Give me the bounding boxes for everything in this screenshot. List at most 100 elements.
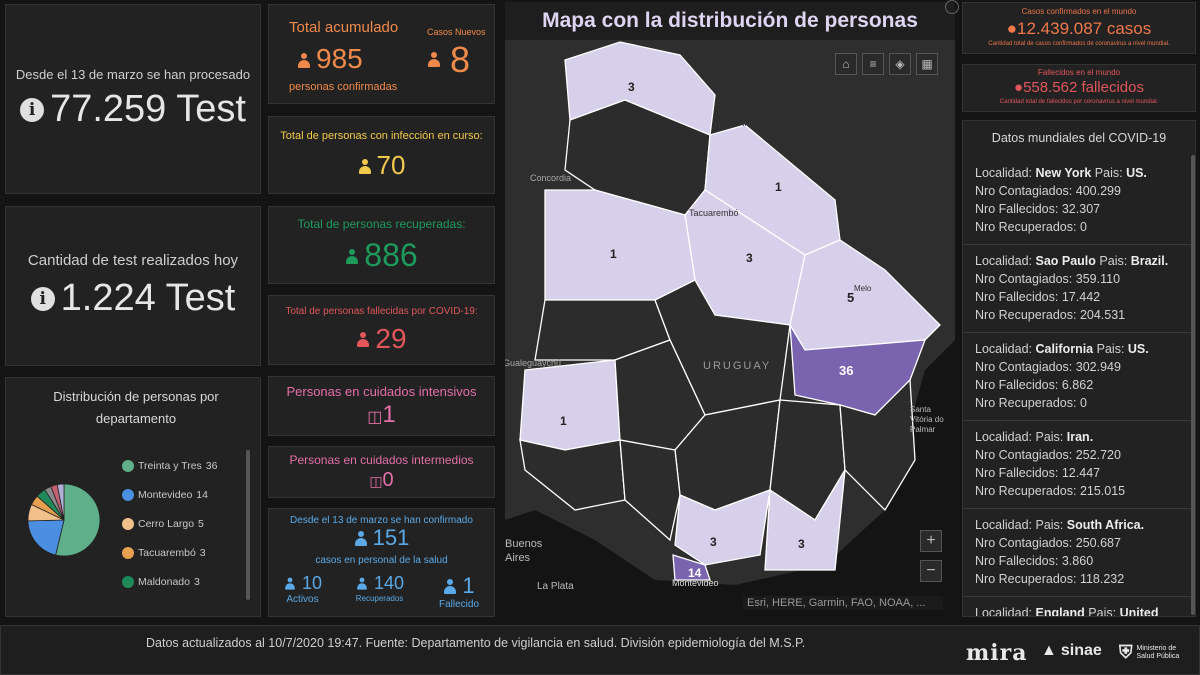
world-list[interactable]: Localidad: New York Pais: US. Nro Contagi… bbox=[963, 157, 1195, 617]
world-list-scrollbar[interactable] bbox=[1191, 155, 1195, 615]
fallecidos-label: Nro Fallecidos: bbox=[975, 378, 1059, 392]
person-icon bbox=[345, 249, 359, 265]
intermedios-panel: Personas en cuidados intermedios ◫0 bbox=[268, 446, 495, 498]
en-curso-value: 70 bbox=[358, 150, 405, 181]
world-row[interactable]: Localidad: Pais: South Africa. Nro Contag… bbox=[963, 509, 1195, 597]
fallecidos-label: Nro Fallecidos: bbox=[975, 554, 1059, 568]
home-icon[interactable]: ⌂ bbox=[835, 53, 857, 75]
legend-item[interactable]: Montevideo 14 bbox=[122, 489, 208, 501]
info-icon[interactable]: i bbox=[30, 286, 55, 311]
intensivos-number: 1 bbox=[382, 400, 396, 428]
pais-label: Pais: bbox=[1094, 166, 1123, 180]
tests-today-value: i 1.224 Test bbox=[30, 277, 235, 320]
legend-item[interactable]: Tacuarembó 3 bbox=[122, 547, 206, 559]
layers-icon[interactable]: ◈ bbox=[889, 53, 911, 75]
legend-item[interactable]: Maldonado 3 bbox=[122, 576, 200, 588]
localidad-label: Localidad: bbox=[975, 166, 1032, 180]
tests-today-panel: Cantidad de test realizados hoy i 1.224 … bbox=[5, 206, 261, 366]
qr-icon[interactable]: ▦ bbox=[916, 53, 938, 75]
fallecidas-title: Total de personas fallecidas por COVID-1… bbox=[285, 305, 478, 317]
pie-slice[interactable] bbox=[55, 483, 101, 557]
map-label-montevideo: 14 bbox=[688, 566, 702, 580]
map-label-tacuarembo: 3 bbox=[746, 251, 753, 265]
map-title: Mapa con la distribución de personas bbox=[505, 2, 955, 40]
legend-label: Tacuarembó bbox=[138, 547, 196, 559]
intermedios-value: ◫0 bbox=[369, 469, 393, 492]
salud-value: 151 bbox=[269, 525, 494, 551]
world-deaths-small: Fallecidos en el mundo bbox=[1037, 68, 1121, 77]
recuperados-label: Nro Recuperados: bbox=[975, 396, 1077, 410]
map-label-cerro-largo: 5 bbox=[847, 290, 855, 305]
intermedios-title: Personas en cuidados intermedios bbox=[289, 452, 474, 467]
legend-label: Montevideo bbox=[138, 489, 193, 501]
recuperadas-number: 886 bbox=[364, 236, 418, 273]
pie-title: Distribución de personas por departament… bbox=[53, 389, 219, 426]
place-santa-vitoria: Santa Vitória do Palmar bbox=[910, 405, 944, 434]
localidad-label: Localidad: bbox=[975, 254, 1032, 268]
dept-maldonado bbox=[764, 469, 846, 571]
recuperadas-value: 886 bbox=[345, 236, 418, 274]
en-curso-title: Total de personas con infección en curso… bbox=[280, 129, 483, 142]
map-canvas[interactable] bbox=[505, 40, 955, 618]
world-row[interactable]: Localidad: New York Pais: US. Nro Contagi… bbox=[963, 157, 1195, 245]
acumulado-number: 985 bbox=[316, 43, 363, 74]
en-curso-panel: Total de personas con infección en curso… bbox=[268, 116, 495, 194]
fallecidas-number: 29 bbox=[375, 322, 407, 354]
activos-number: 10 bbox=[302, 573, 323, 593]
tests-total-label: Desde el 13 de marzo se han procesado bbox=[15, 67, 251, 82]
legend-value: 14 bbox=[196, 489, 208, 501]
list-icon[interactable]: ≡ bbox=[862, 53, 884, 75]
map-expand-icon[interactable] bbox=[945, 0, 959, 14]
world-row[interactable]: Localidad: Sao Paulo Pais: Brazil. Nro Co… bbox=[963, 245, 1195, 333]
world-cases-number: 12.439.087 casos bbox=[1017, 19, 1152, 38]
pais-value: South Africa. bbox=[1066, 518, 1145, 532]
msp-label: Ministerio de Salud Pública bbox=[1136, 644, 1180, 660]
pais-label: Pais: bbox=[1099, 254, 1128, 268]
legend-item[interactable]: Cerro Largo 5 bbox=[122, 518, 204, 530]
contagiados-label: Nro Contagiados: bbox=[975, 360, 1073, 374]
place-la-plata: La Plata bbox=[537, 581, 574, 592]
pie-slice[interactable] bbox=[27, 519, 65, 556]
map-label-canelones: 3 bbox=[710, 535, 717, 549]
legend-scrollbar[interactable] bbox=[246, 450, 250, 600]
legend-item[interactable]: Treinta y Tres 36 bbox=[122, 460, 217, 472]
localidad-value: England bbox=[1035, 606, 1085, 617]
recuperados-value: 215.015 bbox=[1079, 484, 1126, 498]
dept-montevideo bbox=[672, 554, 711, 581]
footer-text: Datos actualizados al 10/7/2020 19:47. F… bbox=[146, 636, 806, 650]
world-list-panel: Datos mundiales del COVID-19 Localidad: … bbox=[962, 120, 1196, 617]
pie-chart[interactable] bbox=[24, 480, 104, 560]
recuperadas-panel: Total de personas recuperadas: 886 bbox=[268, 206, 495, 284]
recuperadas-title: Total de personas recuperadas: bbox=[297, 216, 466, 231]
zoom-out-button[interactable]: − bbox=[920, 560, 942, 582]
pie-slice[interactable] bbox=[56, 483, 65, 521]
person-icon bbox=[356, 577, 367, 591]
world-deaths-panel: Fallecidos en el mundo ●558.562 fallecid… bbox=[962, 64, 1196, 112]
localidad-label: Localidad: bbox=[975, 606, 1032, 617]
pais-value: United Kingdom. bbox=[1119, 606, 1159, 617]
tests-today-label: Cantidad de test realizados hoy bbox=[27, 252, 239, 269]
fallecidas-value: 29 bbox=[356, 322, 407, 355]
legend-value: 36 bbox=[205, 460, 218, 472]
fallecido-number: 1 bbox=[462, 573, 475, 598]
bed-icon: ◫ bbox=[367, 408, 383, 426]
msp-logo: ⛨ Ministerio de Salud Pública bbox=[1119, 642, 1183, 663]
pais-label: Pais: bbox=[1035, 518, 1064, 532]
world-row[interactable]: Localidad: England Pais: United Kingdom. bbox=[963, 597, 1195, 617]
legend-swatch bbox=[122, 489, 134, 501]
recuperados-value: 204.531 bbox=[1079, 308, 1126, 322]
recuperados-label: Nro Recuperados: bbox=[975, 308, 1077, 322]
world-row[interactable]: Localidad: California Pais: US. Nro Conta… bbox=[963, 333, 1195, 421]
pie-panel: Distribución de personas por departament… bbox=[5, 377, 261, 617]
info-icon[interactable]: i bbox=[20, 97, 45, 122]
salud-number: 151 bbox=[372, 525, 410, 550]
world-row[interactable]: Localidad: Pais: Iran. Nro Contagiados: 2… bbox=[963, 421, 1195, 509]
contagiados-label: Nro Contagiados: bbox=[975, 448, 1073, 462]
bed-icon: ◫ bbox=[369, 472, 383, 489]
localidad-label: Localidad: bbox=[975, 518, 1032, 532]
world-cases-sub: Cantidad total de casos confirmados de c… bbox=[988, 41, 1170, 47]
zoom-in-button[interactable]: + bbox=[920, 530, 942, 552]
nuevos-title: Casos Nuevos bbox=[427, 27, 486, 37]
map-label-soriano: 1 bbox=[560, 414, 567, 428]
map-panel[interactable]: 3 1 1 3 5 36 1 3 3 14 URUGUAY Concordia … bbox=[505, 40, 955, 618]
